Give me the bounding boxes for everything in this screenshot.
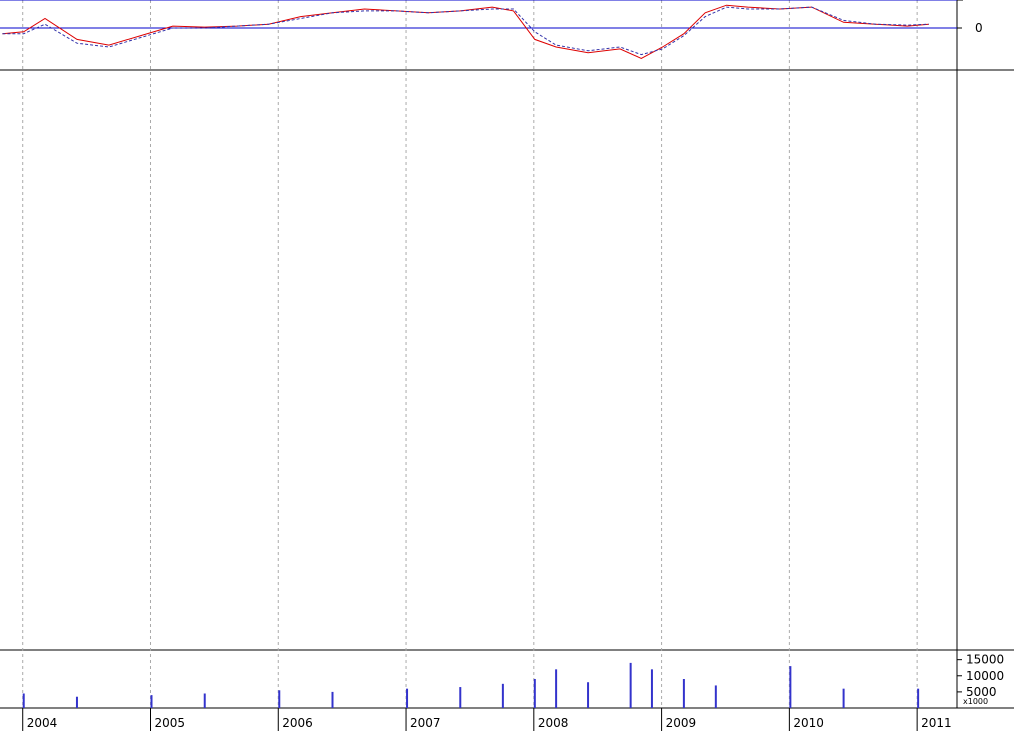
x-tick-label: 2004 (27, 716, 58, 730)
price-tick-label: 50 (973, 0, 988, 3)
price-tick-label: 35 (973, 0, 988, 3)
price-tick-label: 45 (973, 0, 988, 3)
price-tick-label: 20 (973, 0, 988, 3)
volume-tick-label: 5000 (966, 685, 997, 699)
panel-frames (0, 0, 1014, 709)
x-tick-label: 2005 (154, 716, 185, 730)
x-tick-label: 2007 (410, 716, 441, 730)
y-axis: 0 20253035404550 5000 10000 15000 x1000 (957, 0, 1004, 706)
volume-panel (22, 662, 920, 708)
price-tick-label: 25 (973, 0, 988, 3)
oscillator-panel (0, 4, 957, 59)
volume-unit-label: x1000 (963, 697, 988, 706)
x-tick-label: 2006 (282, 716, 313, 730)
osc-tick-label: 0 (975, 21, 983, 35)
price-tick-label: 40 (973, 0, 988, 3)
volume-tick-label: 10000 (966, 669, 1004, 683)
x-tick-label: 2009 (666, 716, 697, 730)
vertical-grid (22, 0, 918, 708)
x-tick-label: 2008 (538, 716, 569, 730)
x-axis: 2004 2005 2006 2007 2008 2009 2010 2011 (22, 708, 952, 731)
oscillator-line-1 (2, 6, 929, 56)
x-tick-label: 2010 (793, 716, 824, 730)
price-tick-label: 30 (973, 0, 988, 3)
x-tick-label: 2011 (921, 716, 952, 730)
volume-tick-label: 15000 (966, 653, 1004, 667)
